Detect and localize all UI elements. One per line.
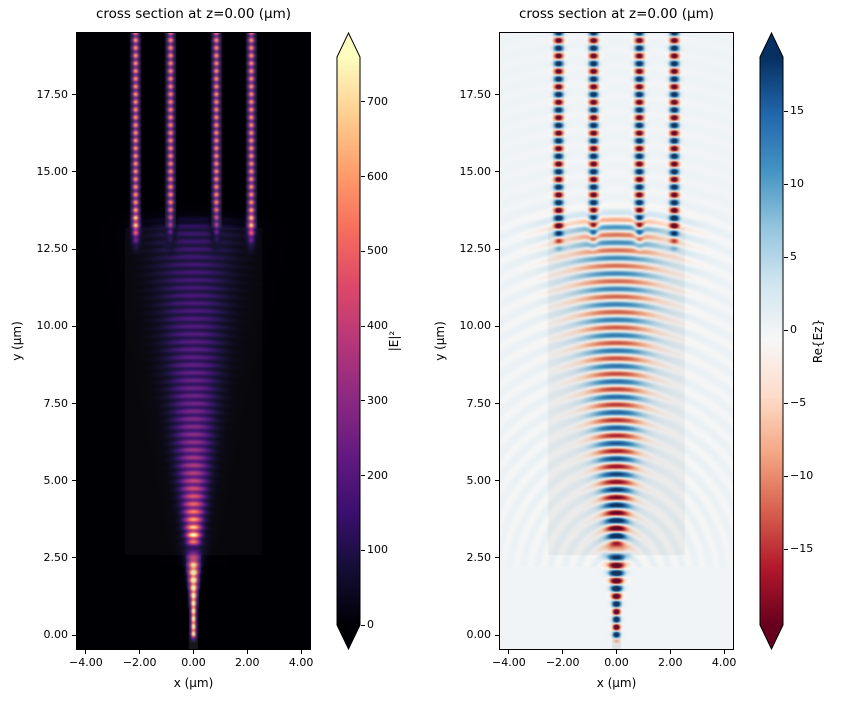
colorbar-tick-mark-right	[784, 548, 788, 550]
y-tick-mark-right	[495, 94, 499, 96]
x-tick-mark-right	[508, 650, 510, 654]
y-tick-label-right: 17.50	[459, 87, 492, 101]
xlabel-right: x (μm)	[596, 676, 637, 690]
colorbar-tick-mark-left	[361, 549, 365, 551]
x-tick-label-left: 0.00	[181, 656, 206, 669]
colorbar-tick-mark-left	[361, 101, 365, 103]
colorbar-tick-label-right: 10	[790, 177, 804, 191]
x-tick-mark-left	[300, 650, 302, 654]
y-tick-mark-right	[495, 557, 499, 559]
x-tick-mark-left	[139, 650, 141, 654]
y-tick-mark-right	[495, 248, 499, 250]
colorbar-tick-label-right: −10	[790, 469, 814, 483]
colorbar-tick-label-right: −15	[790, 542, 814, 556]
y-tick-label-right: 2.50	[466, 550, 492, 564]
y-tick-mark-right	[495, 480, 499, 482]
colorbar-tick-label-right: 0	[790, 323, 797, 337]
colorbar-right	[759, 31, 784, 651]
y-tick-label-right: 10.00	[459, 319, 492, 333]
y-tick-label-right: 0.00	[466, 628, 492, 642]
y-tick-label-right: 12.50	[459, 242, 492, 256]
colorbar-tick-mark-left	[361, 325, 365, 327]
heatmap-intensity	[77, 33, 310, 649]
y-tick-mark-right	[495, 325, 499, 327]
colorbar-label-left: |E|²	[387, 330, 401, 352]
colorbar-tick-mark-right	[784, 256, 788, 258]
y-tick-label-left: 17.50	[36, 87, 69, 101]
colorbar-tick-label-left: 100	[367, 543, 388, 557]
colorbar-tick-label-left: 400	[367, 319, 388, 333]
heatmap-re-ez	[500, 33, 733, 649]
y-tick-label-left: 5.00	[43, 473, 69, 487]
x-tick-mark-right	[669, 650, 671, 654]
y-tick-label-right: 15.00	[459, 164, 492, 178]
colorbar-tick-mark-right	[784, 402, 788, 404]
x-tick-label-left: 4.00	[288, 656, 314, 669]
colorbar-tick-mark-right	[784, 329, 788, 331]
x-tick-mark-right	[562, 650, 564, 654]
colorbar-tick-label-right: 15	[790, 104, 804, 118]
colorbar-tick-label-left: 200	[367, 468, 388, 482]
colorbar-tick-mark-right	[784, 475, 788, 477]
y-tick-label-left: 15.00	[36, 164, 69, 178]
colorbar-gradient-right	[759, 31, 784, 651]
colorbar-tick-mark-left	[361, 176, 365, 178]
colorbar-tick-label-left: 600	[367, 169, 388, 183]
colorbar-tick-mark-left	[361, 475, 365, 477]
colorbar-left	[336, 31, 361, 651]
x-tick-label-right: −2.00	[545, 656, 580, 669]
x-tick-label-right: 0.00	[604, 656, 629, 669]
plot-area-right	[499, 32, 734, 650]
x-tick-mark-left	[246, 650, 248, 654]
colorbar-label-right: Re{Ez}	[811, 318, 825, 364]
plot-title-right: cross section at z=0.00 (μm)	[518, 6, 715, 22]
plot-area-left	[76, 32, 311, 650]
x-tick-label-left: −2.00	[122, 656, 157, 669]
colorbar-tick-mark-left	[361, 400, 365, 402]
y-tick-mark-left	[72, 480, 76, 482]
x-tick-mark-left	[193, 650, 194, 654]
y-tick-label-left: 7.50	[43, 396, 69, 410]
y-tick-mark-left	[72, 557, 76, 559]
y-tick-mark-left	[72, 634, 76, 636]
x-tick-mark-right	[616, 650, 617, 654]
y-tick-mark-right	[495, 403, 499, 405]
x-tick-label-right: −4.00	[492, 656, 526, 669]
y-tick-mark-right	[495, 634, 499, 636]
colorbar-tick-mark-left	[361, 624, 365, 626]
x-tick-mark-right	[723, 650, 725, 654]
y-tick-label-left: 2.50	[43, 550, 69, 564]
y-tick-mark-left	[72, 248, 76, 250]
xlabel-left: x (μm)	[173, 676, 214, 690]
x-tick-mark-left	[85, 650, 87, 654]
colorbar-tick-label-right: −5	[790, 396, 807, 410]
x-tick-label-right: 2.00	[658, 656, 683, 669]
colorbar-tick-label-left: 0	[367, 618, 374, 631]
colorbar-gradient-left	[336, 31, 361, 651]
colorbar-tick-label-left: 300	[367, 393, 388, 407]
y-tick-mark-left	[72, 171, 76, 173]
colorbar-tick-mark-right	[784, 183, 788, 185]
y-tick-label-left: 10.00	[36, 319, 69, 333]
plot-title-left: cross section at z=0.00 (μm)	[95, 6, 292, 22]
x-tick-label-left: −4.00	[69, 656, 103, 669]
colorbar-tick-label-left: 500	[367, 244, 388, 258]
y-tick-label-right: 7.50	[466, 396, 492, 410]
colorbar-tick-mark-left	[361, 250, 365, 252]
y-tick-mark-left	[72, 94, 76, 96]
x-tick-label-left: 2.00	[235, 656, 260, 669]
y-tick-label-left: 12.50	[36, 242, 69, 256]
y-tick-label-right: 5.00	[466, 473, 492, 487]
y-tick-mark-left	[72, 325, 76, 327]
colorbar-tick-label-right: 5	[790, 250, 797, 264]
y-tick-mark-left	[72, 403, 76, 405]
y-tick-mark-right	[495, 171, 499, 173]
x-tick-label-right: 4.00	[711, 656, 737, 669]
colorbar-tick-label-left: 700	[367, 94, 388, 108]
colorbar-tick-mark-right	[784, 110, 788, 112]
y-tick-label-left: 0.00	[43, 628, 69, 642]
